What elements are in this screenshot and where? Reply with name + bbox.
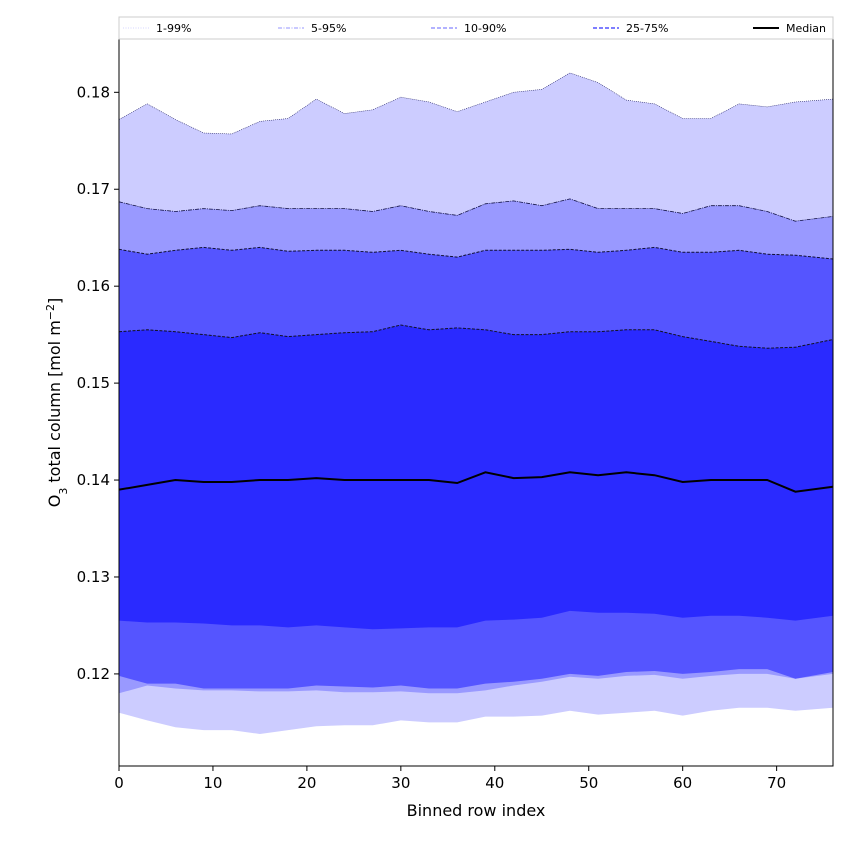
y-axis-label-main: O — [45, 495, 64, 508]
x-tick-label: 40 — [485, 774, 504, 792]
median-line — [119, 471, 833, 493]
legend-item: 5-95% — [278, 22, 346, 35]
y-tick-label: 0.15 — [77, 374, 110, 392]
band-25-75 — [119, 325, 833, 630]
legend-item: 25-75% — [593, 22, 668, 35]
y-axis-label-end: ] — [45, 298, 64, 304]
line-5-95-upper — [119, 198, 833, 222]
line-1-99-upper — [119, 72, 833, 135]
x-tick-label: 70 — [767, 774, 786, 792]
y-axis-label: O3 total column [mol m−2] — [44, 298, 70, 508]
x-tick-label: 20 — [297, 774, 316, 792]
legend-label: 10-90% — [464, 22, 506, 35]
x-tick-label: 60 — [673, 774, 692, 792]
legend-label: Median — [786, 22, 826, 35]
legend-item: Median — [753, 22, 826, 35]
y-axis-label-sup: −2 — [44, 304, 57, 320]
legend-label: 5-95% — [311, 22, 346, 35]
x-tick-label: 50 — [579, 774, 598, 792]
legend-item: 10-90% — [431, 22, 506, 35]
x-tick-label: 30 — [391, 774, 410, 792]
plot-area — [119, 72, 833, 734]
y-axis-label-sub: 3 — [57, 488, 70, 495]
y-axis-label-rest: total column [mol m — [45, 320, 64, 487]
bands-group — [119, 72, 833, 734]
x-tick-label: 10 — [203, 774, 222, 792]
x-tick-label: 0 — [114, 774, 124, 792]
legend-label: 1-99% — [156, 22, 191, 35]
y-tick-label: 0.18 — [77, 83, 110, 101]
legend-item: 1-99% — [123, 22, 191, 35]
y-axis-ticks: 0.12 0.13 0.14 0.15 0.16 0.17 0.18 — [77, 83, 119, 683]
legend-box — [118, 16, 834, 40]
legend-label: 25-75% — [626, 22, 668, 35]
x-axis-label: Binned row index — [407, 801, 546, 820]
y-tick-label: 0.16 — [77, 277, 110, 295]
y-tick-label: 0.14 — [77, 471, 110, 489]
line-10-90-upper — [119, 246, 833, 260]
x-axis-ticks: 0 10 20 30 40 50 60 70 — [114, 766, 786, 792]
y-tick-label: 0.17 — [77, 180, 110, 198]
y-tick-label: 0.13 — [77, 568, 110, 586]
y-tick-label: 0.12 — [77, 665, 110, 683]
legend: 1-99% 5-95% 10-90% 25-75% Median — [118, 16, 834, 40]
line-25-75-upper — [119, 324, 833, 349]
